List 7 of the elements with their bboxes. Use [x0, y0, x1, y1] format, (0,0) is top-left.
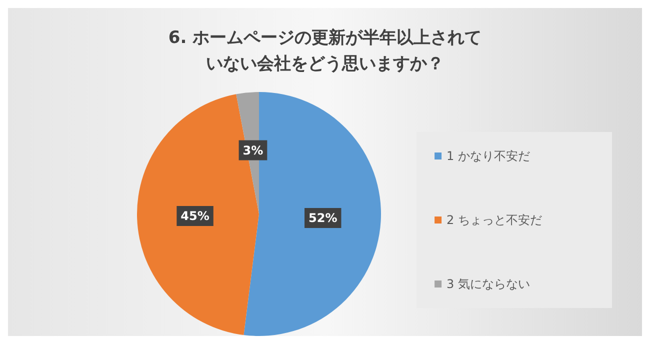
legend-label: 3 気にならない [446, 277, 530, 291]
chart-title: 6. ホームページの更新が半年以上されていない会社をどう思いますか？ [168, 28, 482, 74]
data-label: 52% [308, 211, 338, 226]
legend-label: 2 ちょっと不安だ [446, 213, 542, 227]
data-label: 3% [242, 143, 264, 158]
data-label: 45% [180, 209, 210, 224]
legend-label: 1 かなり不安だ [446, 149, 530, 163]
